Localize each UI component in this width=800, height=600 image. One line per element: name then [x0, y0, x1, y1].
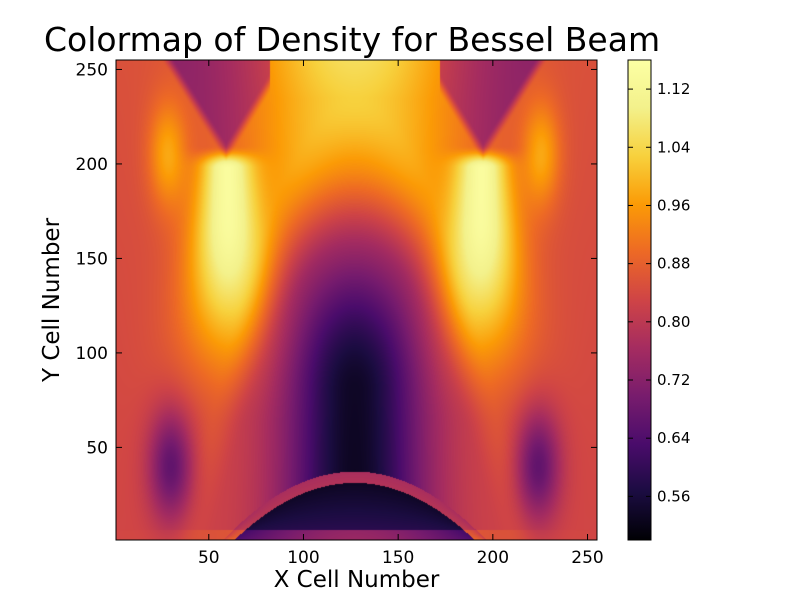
y-tick-label: 200: [76, 155, 108, 175]
y-tick-label: 250: [76, 60, 108, 80]
colorbar-tick-label: 0.56: [657, 487, 690, 505]
y-tick-label: 100: [76, 344, 108, 364]
colorbar-tick-label: 1.12: [657, 80, 690, 98]
plot-frame: [115, 59, 598, 541]
colorbar-ticks: 0.56 0.64 0.72 0.80 0.88 0.96 1.04 1.12: [628, 80, 690, 505]
heatmap-field: [116, 60, 597, 540]
x-tick-label: 200: [477, 548, 509, 568]
x-axis-label: X Cell Number: [273, 567, 440, 593]
colorbar-tick-label: 0.80: [657, 313, 690, 331]
colorbar-tick-label: 0.96: [657, 196, 690, 214]
chart-title: Colormap of Density for Bessel Beam: [44, 20, 661, 59]
colorbar-tick-label: 0.88: [657, 255, 690, 273]
axis-ticks: 50 100 150 200 250 50 100 150 200 250: [76, 60, 604, 568]
x-tick-label: 150: [382, 548, 414, 568]
y-tick-label: 150: [76, 249, 108, 269]
colorbar-tick-label: 0.72: [657, 371, 690, 389]
y-tick-label: 50: [86, 438, 108, 458]
x-tick-label: 100: [287, 548, 319, 568]
colorbar: [627, 59, 652, 541]
colorbar-tick-label: 1.04: [657, 138, 690, 156]
colorbar-tick-label: 0.64: [657, 429, 690, 447]
x-tick-label: 50: [198, 548, 220, 568]
x-tick-label: 250: [571, 548, 603, 568]
